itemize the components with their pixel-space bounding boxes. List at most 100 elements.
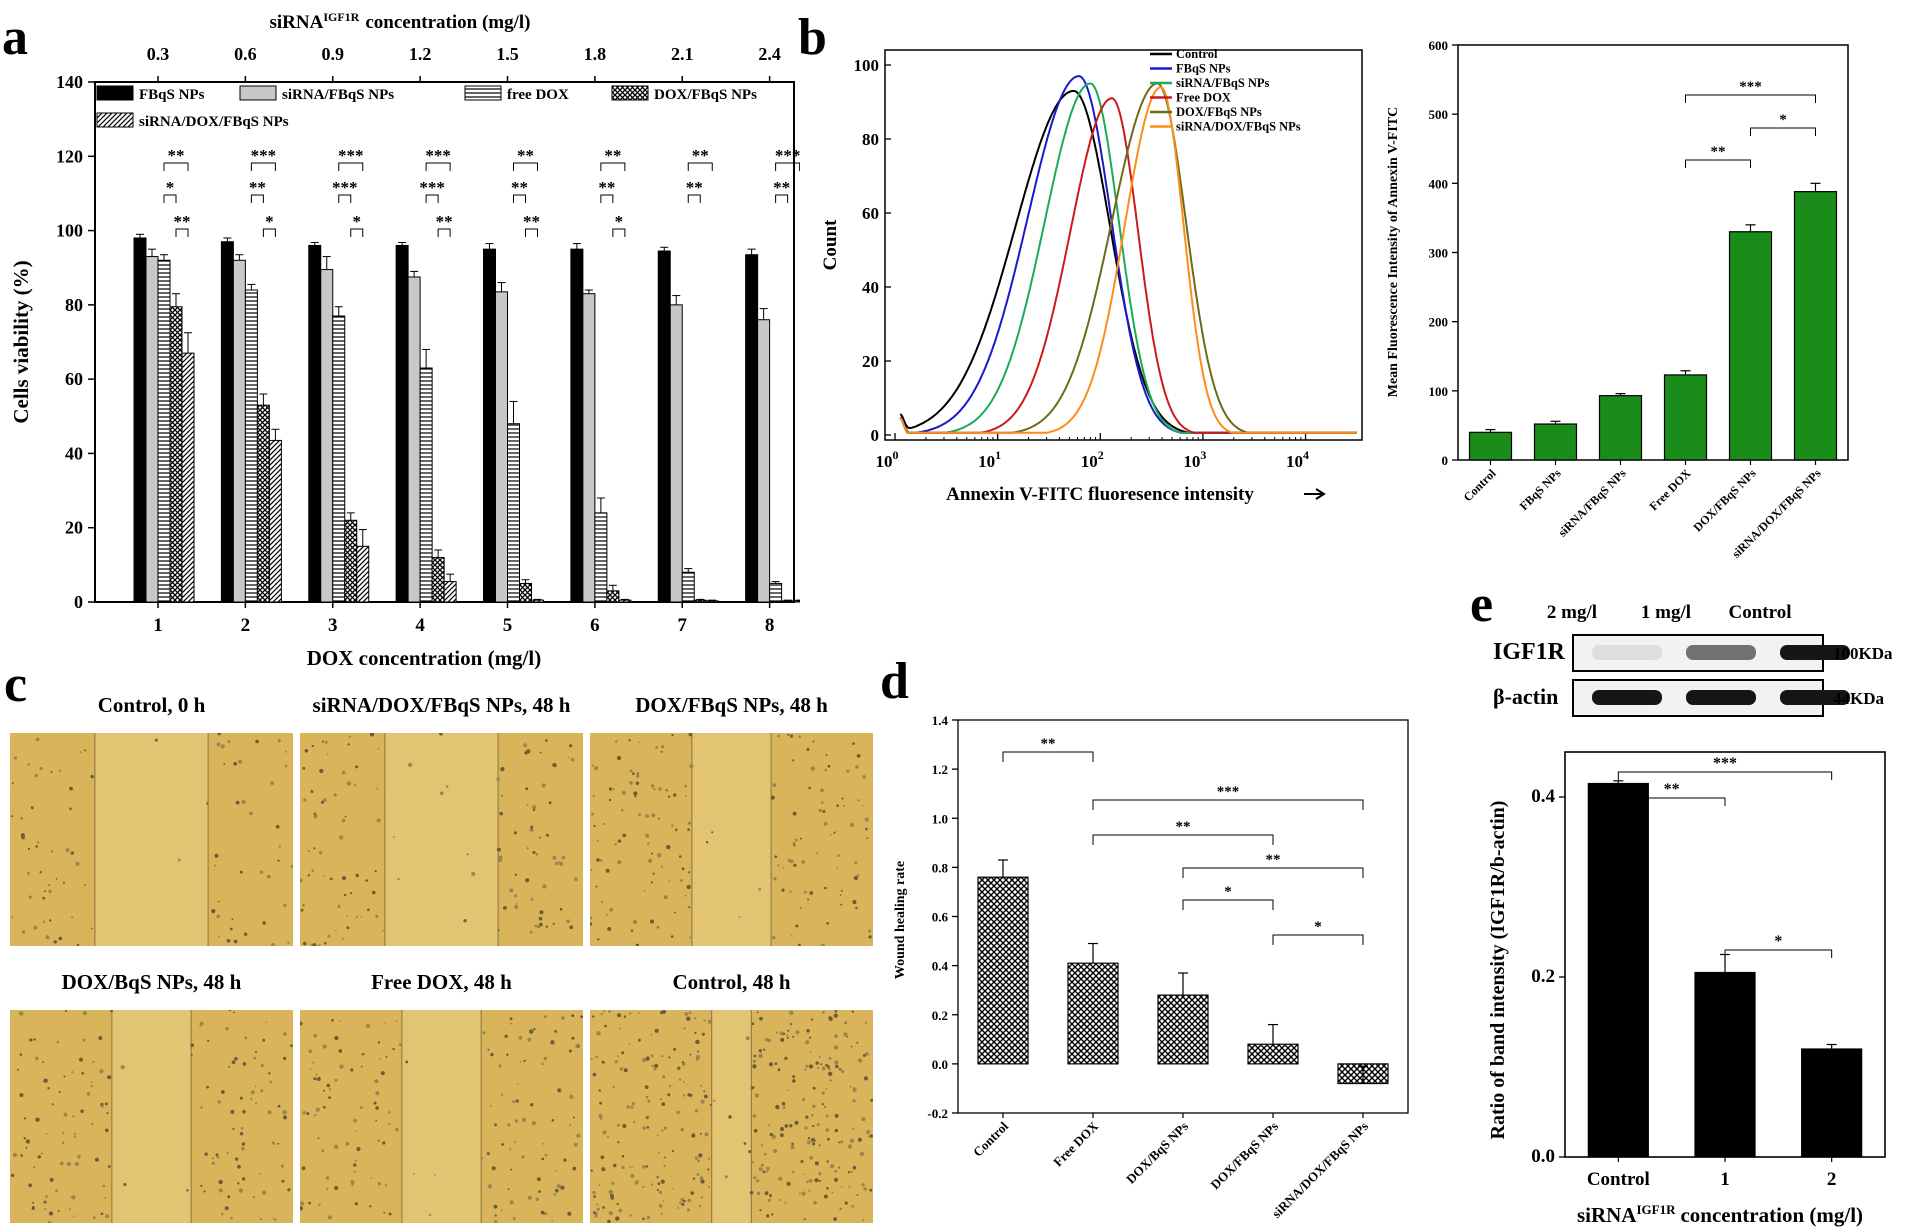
cell-dot: [548, 801, 552, 805]
cell-dot: [530, 1103, 534, 1107]
cell-dot: [496, 777, 500, 782]
cell-dot: [860, 1154, 863, 1157]
cell-dot: [844, 1021, 848, 1025]
cell-dot: [354, 1202, 358, 1206]
a-top-tick-label: 1.5: [496, 44, 519, 64]
cell-dot: [772, 783, 777, 788]
cell-dot: [672, 1150, 675, 1153]
cell-dot: [302, 941, 307, 946]
cell-dot: [304, 749, 309, 753]
cell-dot: [647, 1099, 651, 1103]
cell-dot: [523, 743, 528, 748]
cell-dot: [695, 1057, 700, 1061]
cell-dot: [688, 1011, 692, 1014]
cell-dot: [397, 878, 400, 881]
cell-dot: [806, 1029, 810, 1033]
cell-dot: [580, 1015, 583, 1019]
cell-dot: [645, 1056, 650, 1061]
cell-dot: [623, 1015, 627, 1018]
cell-dot: [686, 1208, 691, 1212]
cell-dot: [787, 733, 790, 736]
a-sig-label: **: [523, 212, 540, 231]
cell-dot: [76, 943, 80, 946]
cell-dot: [218, 1179, 223, 1185]
b1-legend-label: DOX/FBqS NPs: [1176, 105, 1262, 119]
cell-dot: [560, 1185, 565, 1190]
cell-dot: [212, 1157, 215, 1160]
cell-dot: [838, 1068, 842, 1071]
cell-dot: [791, 934, 793, 937]
cell-dot: [803, 1218, 806, 1221]
photo-title: DOX/BqS NPs, 48 h: [61, 970, 242, 994]
cell-dot: [781, 1101, 786, 1106]
cell-dot: [217, 1100, 221, 1104]
cell-dot: [211, 909, 216, 914]
cell-dot: [39, 871, 42, 874]
a-sig-label: *: [166, 178, 175, 197]
cell-dot: [271, 1141, 275, 1145]
cell-dot: [826, 1186, 829, 1190]
cell-dot: [235, 1157, 239, 1161]
cell-dot: [804, 1068, 807, 1071]
cell-dot: [572, 1116, 575, 1119]
cell-dot: [30, 806, 34, 810]
cell-dot: [309, 1068, 312, 1071]
cell-dot: [816, 852, 819, 855]
cell-dot: [760, 1143, 763, 1147]
cell-dot: [630, 929, 634, 932]
cell-dot: [847, 1171, 851, 1174]
cell-dot: [593, 1195, 596, 1198]
cell-dot: [335, 929, 337, 932]
cell-dot: [28, 895, 32, 899]
cell-dot: [102, 1184, 106, 1188]
cell-dot: [64, 1010, 67, 1012]
cell-dot: [19, 1011, 24, 1016]
cell-dot: [591, 812, 594, 816]
cell-dot: [833, 1045, 838, 1050]
a-legend-label: siRNA/DOX/FBqS NPs: [139, 114, 289, 130]
cell-dot: [77, 1154, 81, 1159]
b2-bar: [1793, 191, 1838, 461]
cell-dot: [258, 1172, 261, 1175]
photo-image: [590, 733, 873, 946]
cell-dot: [439, 733, 443, 736]
cell-dot: [50, 850, 54, 853]
cell-dot: [590, 1057, 593, 1060]
cell-dot: [825, 1128, 830, 1132]
cell-dot: [646, 1126, 650, 1129]
cell-dot: [701, 1032, 705, 1036]
b2-bar: [1533, 423, 1578, 461]
cell-dot: [638, 1038, 641, 1042]
cell-dot: [626, 1105, 630, 1109]
cell-dot: [373, 1101, 377, 1105]
cell-dot: [242, 1110, 246, 1114]
cell-dot: [45, 1132, 48, 1135]
cell-dot: [663, 1164, 666, 1167]
cell-dot: [789, 890, 792, 893]
cell-dot: [235, 800, 240, 805]
cell-dot: [748, 1150, 752, 1154]
a-x-tick-label: 5: [503, 615, 513, 636]
panel-letter-e: e: [1470, 576, 1494, 633]
a-bar: [169, 306, 183, 603]
cell-dot: [515, 902, 518, 905]
cell-dot: [529, 930, 533, 934]
cell-dot: [622, 833, 626, 838]
cell-dot: [270, 781, 275, 785]
cell-dot: [71, 916, 74, 919]
cell-dot: [806, 1140, 811, 1145]
cell-dot: [801, 860, 806, 864]
cell-dot: [300, 1021, 303, 1026]
a-bar: [232, 259, 246, 603]
cell-dot: [759, 1209, 762, 1212]
cell-dot: [277, 1142, 280, 1145]
cell-dot: [445, 785, 449, 788]
cell-dot: [323, 798, 327, 802]
cell-dot: [190, 1043, 194, 1047]
a-legend-label: siRNA/FBqS NPs: [282, 87, 394, 103]
b2-y-tick-label: 500: [1429, 107, 1449, 122]
cell-dot: [26, 871, 30, 875]
a-sig-bracket: [775, 194, 789, 203]
wb-band: [1686, 690, 1756, 705]
cell-dot: [699, 1176, 704, 1180]
